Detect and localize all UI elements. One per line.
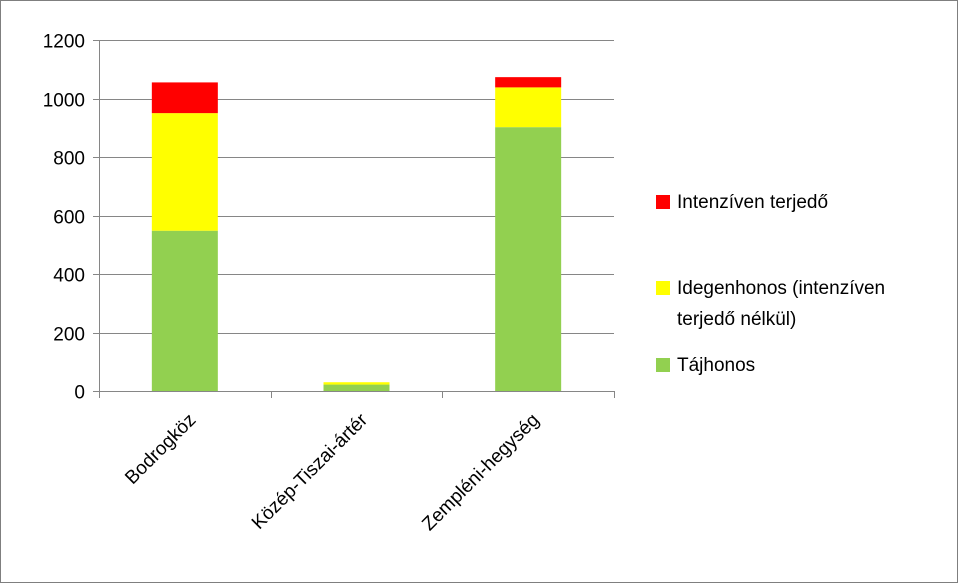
- legend-swatch-red: [656, 195, 670, 209]
- y-tick-labels: 0 200 400 600 800 1000 1200: [43, 32, 85, 404]
- legend-label: Intenzíven terjedő: [677, 192, 829, 213]
- bar-segment-intenziven-terjedo: [151, 82, 218, 114]
- y-tick-label: 0: [74, 383, 85, 404]
- legend-swatch-yellow: [656, 281, 670, 295]
- bar-segment-idegenhonos: [495, 87, 562, 128]
- y-tick-label: 400: [53, 266, 85, 287]
- y-tick-label: 200: [53, 325, 85, 346]
- bar-segment-tajhonos: [495, 127, 562, 391]
- bar-segment-tajhonos: [151, 230, 218, 391]
- y-tick-label: 1000: [43, 91, 85, 112]
- legend-label: Tájhonos: [677, 355, 756, 376]
- y-tick-label: 1200: [43, 32, 85, 53]
- bar-segment-tajhonos: [323, 384, 390, 391]
- x-tick-label: Zempléni-hegység: [418, 410, 543, 535]
- legend-label: Idegenhonos (intenzíven terjedő nélkül): [677, 273, 885, 335]
- bar-segment-idegenhonos: [323, 382, 390, 385]
- x-tick-label: Bodrogköz: [121, 410, 200, 489]
- bars: [151, 77, 562, 391]
- legend-label-line-2: terjedő nélkül): [677, 309, 797, 330]
- bar-segment-intenziven-terjedo: [495, 77, 562, 88]
- y-tick-label: 600: [53, 208, 85, 229]
- legend-swatch-green: [656, 358, 670, 372]
- legend-label-line-1: Idegenhonos (intenzíven: [677, 278, 886, 299]
- x-tick-label: Közép-Tiszai-ártér: [248, 409, 373, 534]
- bar-segment-idegenhonos: [151, 113, 218, 231]
- x-tick-labels: Bodrogköz Közép-Tiszai-ártér Zempléni-hegy…: [121, 409, 543, 535]
- axes: [93, 40, 615, 398]
- y-tick-label: 800: [53, 149, 85, 170]
